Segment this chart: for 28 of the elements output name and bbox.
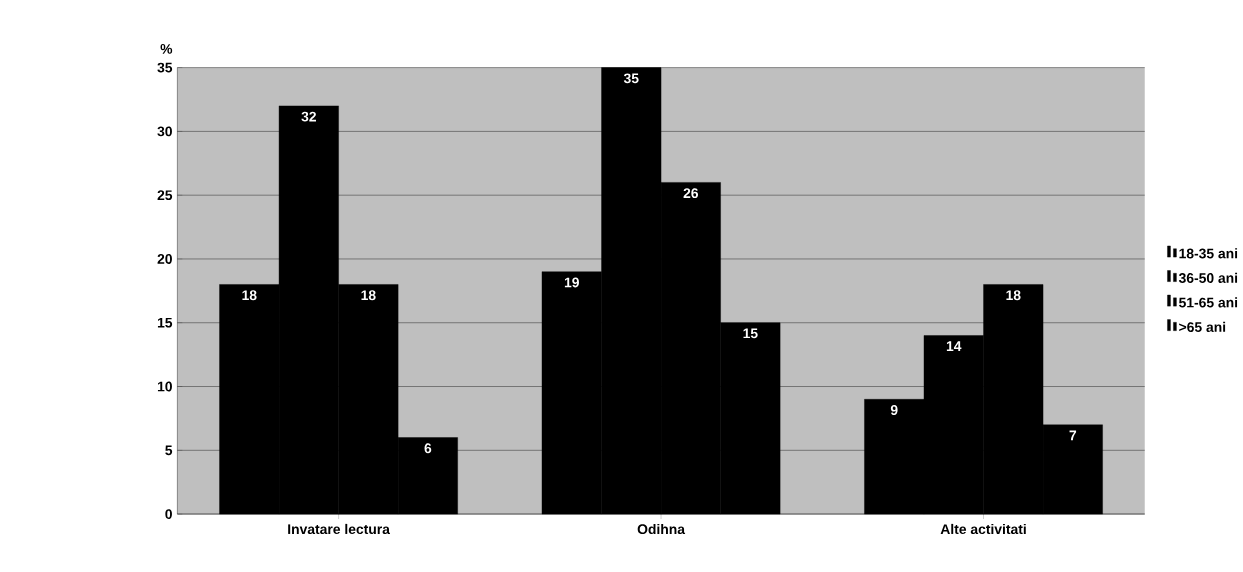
legend-label: 51-65 ani <box>1179 297 1238 308</box>
data-label: 18 <box>242 290 257 301</box>
y-tick-label: 30 <box>157 126 172 137</box>
legend-label: 18-35 ani <box>1179 248 1238 259</box>
y-axis-title: % <box>160 44 173 55</box>
y-tick-label: 35 <box>157 62 173 73</box>
y-tick-label: 20 <box>157 254 172 265</box>
y-tick-label: 10 <box>157 381 172 392</box>
data-label: 18 <box>1006 290 1021 301</box>
y-tick-label: 0 <box>165 509 172 520</box>
data-label: 32 <box>301 111 316 122</box>
data-label: 6 <box>424 443 432 454</box>
data-label: 35 <box>623 73 639 84</box>
legend-label: 36-50 ani <box>1178 273 1238 284</box>
x-tick-label: Alte activitati <box>940 524 1026 535</box>
y-tick-label: 5 <box>165 445 173 456</box>
x-tick-label: Odihna <box>637 524 686 535</box>
data-label: 7 <box>1069 430 1077 441</box>
legend-label: >65 ani <box>1179 322 1226 333</box>
data-label: 26 <box>683 188 699 199</box>
data-label: 14 <box>946 341 962 352</box>
y-tick-label: 15 <box>157 318 173 328</box>
data-label: 15 <box>743 328 758 339</box>
data-label: 18 <box>361 290 376 301</box>
x-tick-label: Invatare lectura <box>288 524 390 535</box>
data-label: 9 <box>890 405 898 416</box>
data-label: 19 <box>564 277 579 288</box>
y-tick-label: 25 <box>157 190 173 201</box>
